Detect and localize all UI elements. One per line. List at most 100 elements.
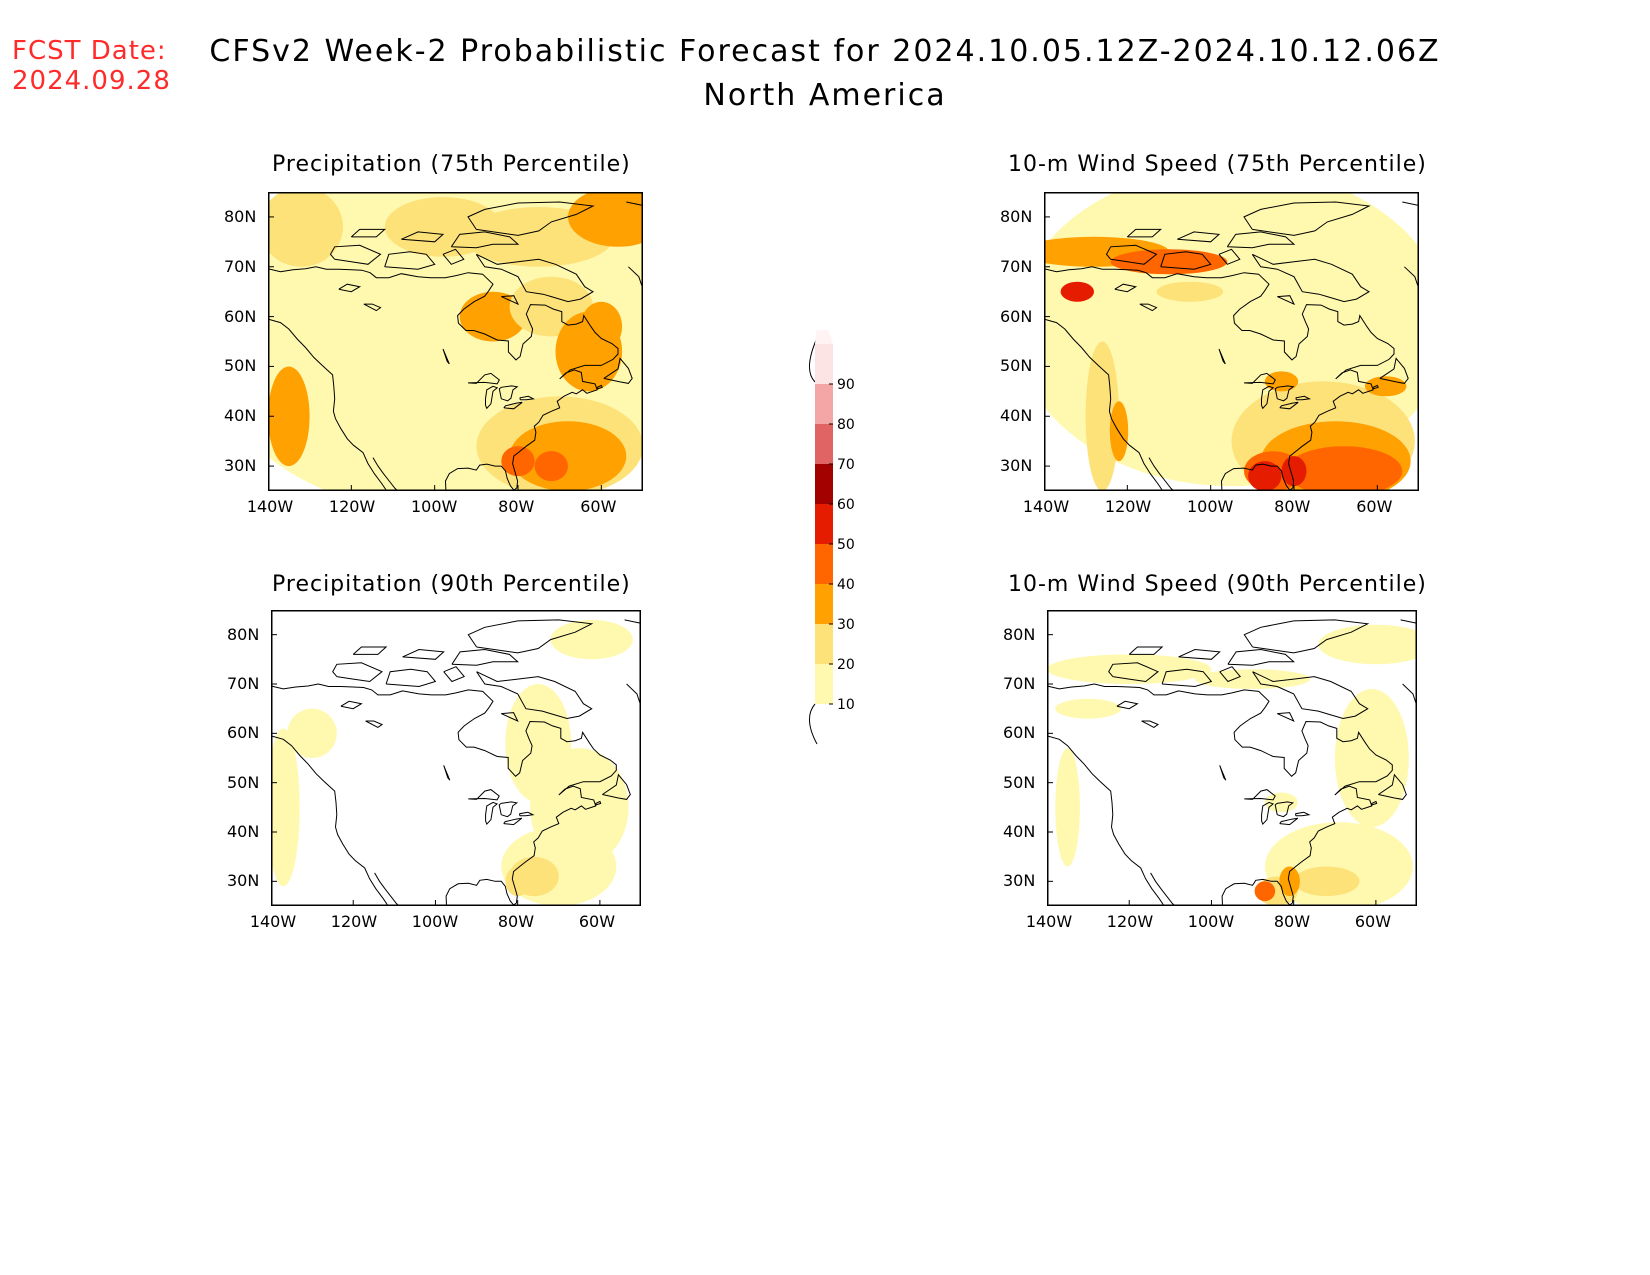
- probability-contour: [1318, 624, 1417, 665]
- coastline: [1044, 318, 1164, 491]
- coastline: [1404, 266, 1419, 291]
- lat-label: 80N: [224, 206, 257, 226]
- lon-label: 80W: [1273, 912, 1311, 931]
- forecast-date-label: FCST Date:: [12, 36, 167, 66]
- colorbar-bottom-cap: [809, 703, 818, 745]
- coastline: [1047, 683, 1393, 906]
- coastline: [350, 228, 387, 238]
- probability-contour: [1055, 748, 1080, 867]
- colorbar-top-cap: [809, 337, 818, 383]
- coastline: [374, 872, 400, 906]
- panel-title-wind-75: 10-m Wind Speed (75th Percentile): [1008, 152, 1427, 177]
- coastline: [1105, 244, 1158, 265]
- map-wind-75: [1044, 192, 1419, 491]
- lat-label: 80N: [1003, 624, 1036, 644]
- probability-contour: [1254, 881, 1276, 902]
- probability-contour: [550, 619, 633, 660]
- colorbar-swatch: [815, 384, 833, 424]
- coastline: [329, 244, 382, 265]
- coastline: [468, 789, 500, 801]
- probability-contour: [1156, 281, 1224, 302]
- lat-label: 60N: [1000, 306, 1033, 326]
- probability-contour: [1248, 461, 1282, 491]
- coastline: [485, 801, 499, 826]
- coastline: [1047, 735, 1165, 906]
- coastline: [1219, 765, 1227, 781]
- colorbar-swatch: [815, 464, 833, 504]
- coastline: [1261, 801, 1275, 826]
- coastline: [1139, 303, 1158, 312]
- coastline: [1150, 872, 1176, 906]
- colorbar-tick-label: 90: [837, 377, 855, 393]
- coastline: [352, 646, 388, 655]
- coastline: [385, 668, 437, 688]
- coastline: [1244, 789, 1276, 801]
- coastline: [340, 700, 363, 710]
- coastline: [443, 765, 451, 781]
- probability-contour: [1085, 341, 1119, 491]
- coastline: [401, 231, 445, 243]
- coastline: [1160, 251, 1212, 270]
- coastline: [503, 817, 523, 826]
- lat-label: 40N: [224, 406, 257, 426]
- lon-label: 140W: [1025, 912, 1073, 931]
- lon-label: 60W: [578, 912, 616, 931]
- map-wind-90: [1047, 610, 1417, 906]
- lat-label: 30N: [224, 456, 257, 476]
- lon-label: 120W: [328, 497, 376, 516]
- lon-label: 120W: [1104, 497, 1152, 516]
- lon-label: 100W: [411, 912, 459, 931]
- coastline: [1252, 671, 1369, 720]
- lon-label: 80W: [498, 497, 535, 516]
- forecast-date-block: FCST Date: 2024.09.28: [12, 36, 171, 96]
- coastline: [467, 372, 500, 385]
- probability-contour: [501, 446, 535, 477]
- lat-label: 60N: [1003, 723, 1036, 743]
- coastline: [1295, 395, 1312, 401]
- coastline: [1371, 800, 1378, 806]
- coastline: [595, 800, 602, 806]
- lon-label: 100W: [1187, 912, 1235, 931]
- coastline: [501, 295, 520, 306]
- lat-label: 40N: [1000, 406, 1033, 426]
- coastline: [1243, 619, 1370, 654]
- coastline: [268, 266, 619, 491]
- coastline: [624, 619, 641, 624]
- coastline: [1243, 372, 1276, 385]
- coastline: [1161, 668, 1213, 688]
- lat-label: 50N: [227, 772, 260, 792]
- coastline: [271, 683, 617, 906]
- probability-contour: [1364, 376, 1407, 397]
- colorbar-swatch: [815, 504, 833, 544]
- lon-label: 80W: [1274, 497, 1311, 516]
- lat-label: 50N: [224, 356, 257, 376]
- coastline: [1276, 712, 1295, 723]
- probability-colorbar: 10 20 30 40 50 60 70 80 90: [809, 330, 855, 745]
- main-title: CFSv2 Week-2 Probabilistic Forecast for …: [209, 34, 1441, 69]
- lon-label: 60W: [1354, 912, 1392, 931]
- coastline: [626, 683, 641, 708]
- coastline: [1226, 231, 1296, 249]
- colorbar-tick-label: 40: [837, 577, 855, 593]
- lat-label: 30N: [1000, 456, 1033, 476]
- coastline: [498, 385, 519, 402]
- lon-label: 100W: [1186, 497, 1234, 516]
- coastline: [1141, 720, 1160, 728]
- coastline: [1178, 648, 1221, 660]
- region-subtitle: North America: [703, 78, 947, 113]
- coastline: [1219, 666, 1242, 683]
- probability-contour: [1055, 698, 1121, 719]
- colorbar-tick-label: 20: [837, 657, 855, 673]
- panel-title-wind-90: 10-m Wind Speed (90th Percentile): [1008, 572, 1427, 597]
- lat-label: 40N: [1003, 822, 1036, 841]
- coastline: [363, 303, 382, 312]
- coastline: [1227, 648, 1296, 666]
- coastline: [467, 619, 594, 654]
- lat-label: 50N: [1000, 356, 1033, 376]
- panel-title-precip-90: Precipitation (90th Percentile): [272, 572, 631, 597]
- coastline: [451, 648, 520, 666]
- coastline: [467, 201, 595, 236]
- coastline: [519, 395, 536, 401]
- coastline: [1277, 295, 1296, 306]
- probability-contour: [1264, 371, 1299, 392]
